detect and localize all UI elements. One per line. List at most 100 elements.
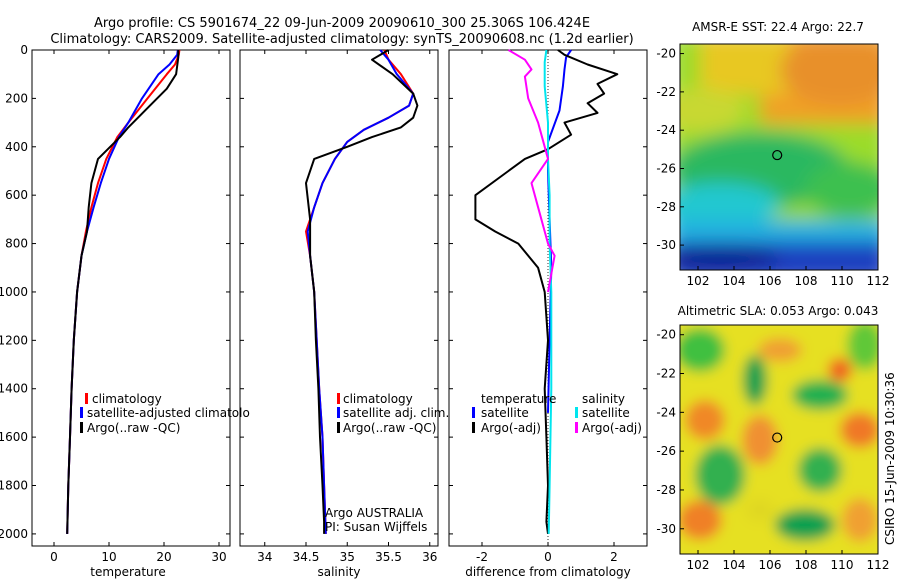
y-tick-label: 400 bbox=[5, 140, 28, 154]
series-line-salinity-satellite bbox=[543, 49, 553, 534]
x-tick-label: 102 bbox=[687, 274, 710, 288]
x-tick-label: 110 bbox=[831, 274, 854, 288]
y-tick-label: 2000 bbox=[0, 527, 28, 541]
legend-label: climatology bbox=[92, 392, 162, 406]
legend-label: climatology bbox=[343, 392, 413, 406]
legend-label: Argo(..raw -QC) bbox=[343, 421, 436, 435]
x-tick-label: 35 bbox=[340, 550, 355, 564]
x-tick-label: 106 bbox=[759, 558, 782, 572]
x-tick-label: 112 bbox=[867, 558, 890, 572]
series-line-climatology bbox=[66, 49, 181, 534]
x-tick-label: 108 bbox=[795, 558, 818, 572]
x-tick-label: 30 bbox=[211, 550, 226, 564]
legend-swatch-sal-argo bbox=[575, 422, 578, 433]
sst-map-title: AMSR-E SST: 22.4 Argo: 22.7 bbox=[692, 20, 864, 34]
series-line-temperature-argo-adj- bbox=[474, 49, 619, 535]
y-tick-label: -20 bbox=[656, 47, 676, 61]
title-line-2: Climatology: CARS2009. Satellite-adjuste… bbox=[50, 32, 633, 47]
x-tick-label: 102 bbox=[687, 558, 710, 572]
difference-legend: temperature salinity satellite Argo(-adj… bbox=[472, 392, 642, 435]
x-tick-label: 36 bbox=[422, 550, 437, 564]
y-tick-label: -26 bbox=[656, 161, 676, 175]
series-line-satellite-adj-clim- bbox=[306, 49, 415, 534]
salinity-legend: climatology satellite adj. clim. Argo(..… bbox=[325, 392, 449, 534]
legend-label: satellite bbox=[481, 406, 529, 420]
legend-label: Argo(-adj) bbox=[481, 421, 541, 435]
y-tick-label: 1400 bbox=[0, 382, 28, 396]
salinity-axes bbox=[239, 49, 439, 547]
salinity-xlabel: salinity bbox=[317, 565, 360, 579]
x-tick-label: 0 bbox=[50, 550, 58, 564]
x-tick-label: 104 bbox=[723, 274, 746, 288]
y-tick-label: -22 bbox=[656, 85, 676, 99]
temperature-legend: climatology satellite-adjusted climatolo… bbox=[80, 392, 250, 435]
x-tick-label: 2 bbox=[610, 550, 618, 564]
legend-group-temperature: temperature bbox=[481, 392, 556, 406]
x-tick-label: 0 bbox=[544, 550, 552, 564]
legend-label: satellite adj. clim. bbox=[343, 406, 449, 420]
legend-label: Argo(..raw -QC) bbox=[87, 421, 180, 435]
y-tick-label: -28 bbox=[656, 200, 676, 214]
x-tick-label: 34.5 bbox=[293, 550, 320, 564]
y-tick-label: 1600 bbox=[0, 430, 28, 444]
sst-map-frame bbox=[679, 43, 879, 271]
legend-group-salinity: salinity bbox=[582, 392, 625, 406]
x-tick-label: 35.5 bbox=[375, 550, 402, 564]
x-tick-label: 10 bbox=[101, 550, 116, 564]
difference-plot: -2 0 2 bbox=[474, 49, 619, 564]
sla-map-frame bbox=[679, 324, 879, 555]
y-tick-label: 0 bbox=[20, 43, 28, 57]
sla-map-axes: 102 104 106 108 110 112 -20 -22 -24 -26 -28 -30 bbox=[656, 328, 889, 572]
sst-map-axes: 102 104 106 108 110 112 -20 -22 -24 -26 -28 -30 bbox=[656, 47, 889, 288]
credit-pi: PI: Susan Wijffels bbox=[325, 520, 427, 534]
legend-swatch-climatology bbox=[85, 393, 88, 404]
depth-axis: 0 200 400 600 800 1000 1200 1400 1600 1800 2000 bbox=[0, 43, 647, 541]
difference-xlabel: difference from climatology bbox=[465, 565, 631, 579]
legend-swatch-satellite bbox=[337, 407, 340, 418]
argo-position-marker bbox=[772, 432, 783, 443]
y-tick-label: 200 bbox=[5, 91, 28, 105]
series-line-satellite-adjusted bbox=[66, 49, 179, 534]
series-line-argo bbox=[305, 49, 419, 534]
series-line-salinity-argo-adj- bbox=[507, 49, 556, 293]
y-tick-label: -20 bbox=[656, 328, 676, 342]
temperature-axes bbox=[31, 49, 231, 547]
x-tick-label: 112 bbox=[867, 274, 890, 288]
y-tick-label: -30 bbox=[656, 522, 676, 536]
credit-argo-australia: Argo AUSTRALIA bbox=[325, 506, 424, 520]
x-tick-label: 110 bbox=[831, 558, 854, 572]
credit-timestamp: CSIRO 15-Jun-2009 10:30:36 bbox=[883, 372, 897, 545]
title-line-1: Argo profile: CS 5901674_22 09-Jun-2009 … bbox=[94, 16, 590, 31]
series-line-argo bbox=[66, 50, 180, 534]
legend-swatch-argo bbox=[337, 422, 340, 433]
x-tick-label: 104 bbox=[723, 558, 746, 572]
legend-label: satellite bbox=[582, 406, 630, 420]
legend-swatch-argo bbox=[80, 422, 83, 433]
y-tick-label: -24 bbox=[656, 123, 676, 137]
y-tick-label: 800 bbox=[5, 237, 28, 251]
legend-swatch-climatology bbox=[337, 393, 340, 404]
sla-map-title: Altimetric SLA: 0.053 Argo: 0.043 bbox=[678, 304, 879, 318]
legend-label: satellite-adjusted climatolo bbox=[87, 406, 250, 420]
x-tick-label: -2 bbox=[476, 550, 488, 564]
y-tick-label: 1200 bbox=[0, 333, 28, 347]
y-tick-label: 600 bbox=[5, 188, 28, 202]
x-tick-label: 20 bbox=[156, 550, 171, 564]
y-tick-label: -26 bbox=[656, 444, 676, 458]
temperature-xlabel: temperature bbox=[90, 565, 165, 579]
y-tick-label: 1800 bbox=[0, 479, 28, 493]
y-tick-label: -28 bbox=[656, 483, 676, 497]
sla-map-image bbox=[680, 325, 878, 554]
x-tick-label: 106 bbox=[759, 274, 782, 288]
legend-swatch-sal-satellite bbox=[575, 407, 578, 418]
y-tick-label: -30 bbox=[656, 238, 676, 252]
x-tick-label: 108 bbox=[795, 274, 818, 288]
x-tick-label: 34 bbox=[257, 550, 272, 564]
legend-swatch-temp-satellite bbox=[472, 407, 475, 418]
sst-map-image bbox=[680, 44, 878, 270]
y-tick-label: 1000 bbox=[0, 285, 28, 299]
legend-swatch-temp-argo bbox=[472, 422, 475, 433]
temperature-plot: 0 10 20 30 bbox=[50, 49, 227, 564]
legend-label: Argo(-adj) bbox=[582, 421, 642, 435]
